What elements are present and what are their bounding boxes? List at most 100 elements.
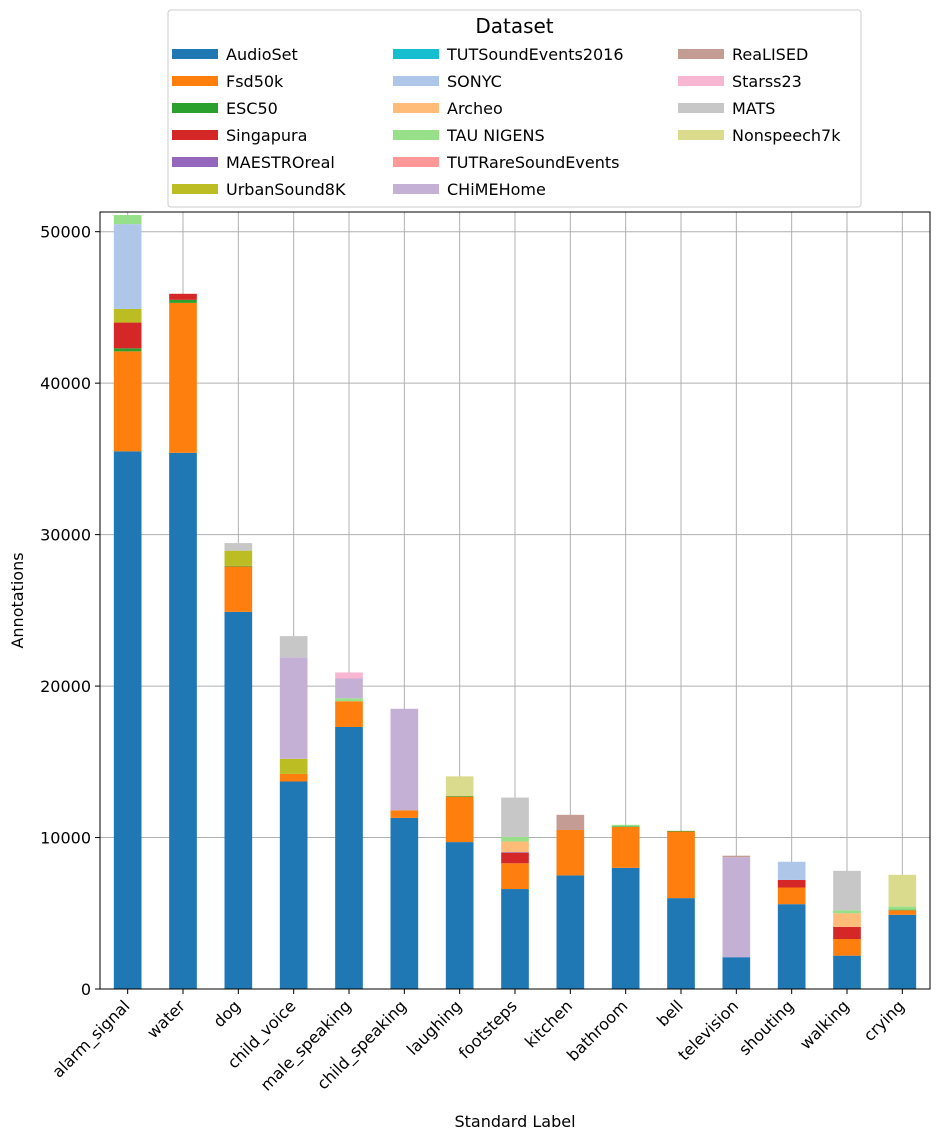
legend-item: TUTRareSoundEvents [393,153,619,172]
legend-label: TAU NIGENS [446,126,545,145]
legend-item: Singapura [172,126,307,145]
y-tick-label: 0 [81,980,91,999]
bar-segment [113,348,142,352]
bar-segment [113,322,142,349]
bar-segment [224,611,253,989]
legend-swatch [393,130,439,140]
bar-segment [556,875,585,989]
legend-swatch [393,76,439,86]
x-tick-label: shouting [735,996,798,1059]
bar-segment [833,910,861,914]
y-tick-label: 30000 [40,526,91,545]
bar-segment [335,678,363,699]
bar-segment [224,565,253,567]
legend-swatch [678,103,724,113]
bar-segment [279,657,308,759]
bar-segment [279,781,308,989]
bar-segment [445,796,474,797]
legend-swatch [172,130,218,140]
bar-stack-footsteps [501,797,529,989]
bar-segment [501,863,529,890]
y-axis-label: Annotations [8,552,27,648]
legend-swatch [393,103,439,113]
legend-item: ReaLISED [678,45,808,64]
bar-segment [777,904,806,989]
bar-stack-male_speaking [335,672,363,989]
legend-swatch [172,103,218,113]
legend-item: MATS [678,99,775,118]
bar-segment [501,889,529,989]
bar-stack-shouting [777,861,806,989]
bar-segment [169,302,197,453]
legend-label: TUTRareSoundEvents [446,153,619,172]
legend-swatch [678,76,724,86]
legend-title: Dataset [475,14,553,38]
legend-label: AudioSet [226,45,298,64]
x-axis: alarm_signal water dogchild_voicemale_spea… [48,989,908,1095]
bar-segment [390,817,419,989]
legend-item: UrbanSound8K [172,180,346,199]
x-axis-label: Standard Label [454,1112,575,1131]
legend-label: MAESTROreal [226,153,335,172]
bar-segment [113,451,142,989]
bar-segment [501,852,529,853]
bar-segment [390,708,419,811]
bar-segment [113,351,142,452]
bar-segment [224,550,253,566]
x-tick-label: kitchen [521,996,576,1051]
bar-segment [279,636,308,658]
bar-segment [390,810,419,818]
bar-segment [888,910,917,915]
bar-stack-bathroom [611,824,640,989]
legend-label: SONYC [447,72,502,91]
legend-item: Starss23 [678,72,802,91]
legend-label: ESC50 [226,99,278,118]
legend-swatch [678,130,724,140]
bar-segment [501,852,529,864]
bar-segment [113,224,142,309]
bar-segment [556,814,585,830]
bar-stack-walking [833,870,861,989]
legend-label: Archeo [447,99,503,118]
bar-segment [833,955,861,989]
bar-stack-television [722,855,751,989]
bar-segment [611,824,640,827]
bar-stack-child_voice [279,636,308,989]
bar-segment [556,829,585,876]
bar-segment [888,909,917,911]
bar-stack-child_speaking [390,708,419,989]
bar-segment [833,870,861,911]
bar-segment [335,672,363,679]
bar-segment [667,898,695,989]
bar-segment [335,698,363,702]
legend-swatch [393,184,439,194]
x-tick-label: alarm_signal [48,996,134,1082]
bar-segment [833,926,861,940]
legend-item: CHiMEHome [393,180,546,199]
bar-segment [169,299,197,303]
legend-swatch [172,184,218,194]
x-tick-label: dog [209,996,244,1031]
bar-segment [833,939,861,956]
bar-segment [445,796,474,843]
bar-segment [501,797,529,837]
bar-segment [279,758,308,774]
y-tick-label: 10000 [40,829,91,848]
x-tick-label: water [143,996,189,1042]
legend-swatch [172,49,218,59]
legend-item: TAU NIGENS [393,126,545,145]
legend-label: ReaLISED [732,45,808,64]
bar-segment [113,215,142,225]
x-tick-label: bathroom [563,996,631,1064]
legend-swatch [393,49,439,59]
bar-segment [445,776,474,797]
bar-segment [722,857,751,958]
bar-segment [279,773,308,782]
bar-segment [777,879,806,888]
legend-item: SONYC [393,72,502,91]
bar-segment [224,566,253,612]
legend-box [167,9,862,208]
bar-stack-bell [667,830,695,989]
bar-segment [611,826,640,868]
bar-stack-water [169,293,197,989]
